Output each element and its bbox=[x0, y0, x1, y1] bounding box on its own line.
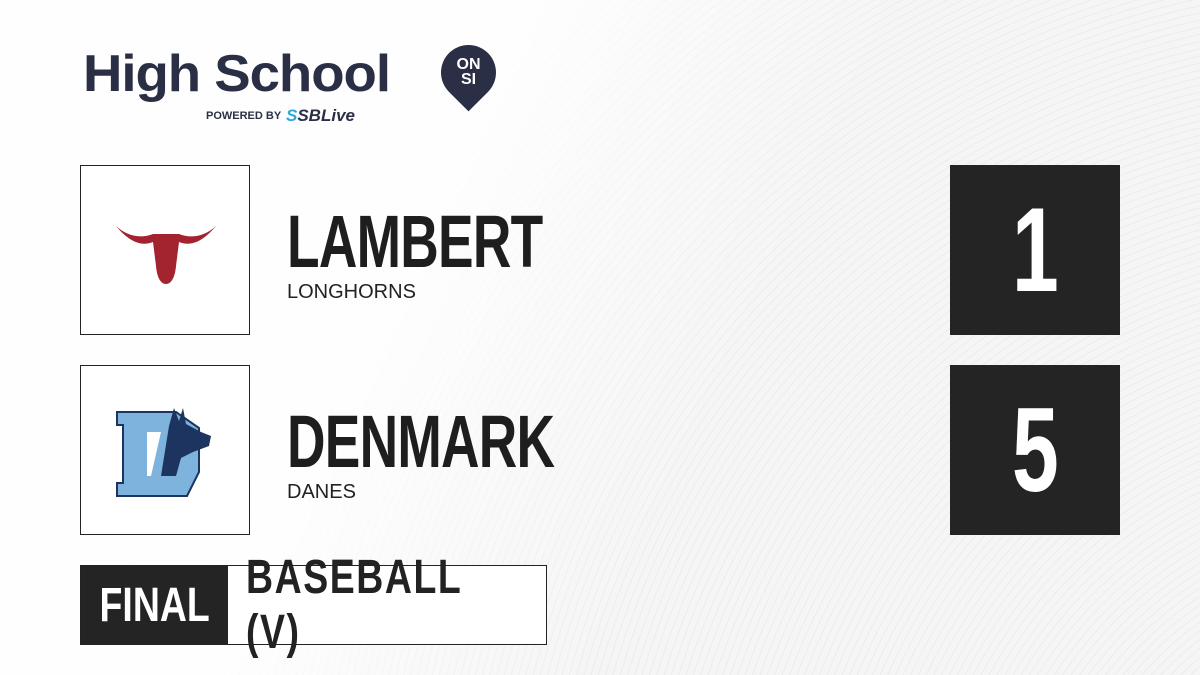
score-home-value: 1 bbox=[1011, 183, 1059, 317]
badge-bottom: SI bbox=[460, 71, 477, 88]
partner-name: SBLive bbox=[297, 106, 355, 125]
score-away-value: 5 bbox=[1011, 383, 1059, 517]
team-mascot-away: DANES bbox=[287, 481, 356, 503]
team-logo-denmark bbox=[80, 365, 250, 535]
on-si-pin-icon: ON SI bbox=[429, 33, 508, 112]
partner-mark: S bbox=[286, 106, 298, 125]
longhorn-icon bbox=[116, 226, 216, 284]
team-name-away: DENMARK bbox=[287, 400, 555, 483]
sport-text: BASEBALL (V) bbox=[246, 551, 462, 659]
team-logo-lambert bbox=[80, 165, 250, 335]
final-badge: FINAL bbox=[81, 566, 228, 644]
sport-label: BASEBALL (V) bbox=[228, 551, 546, 659]
score-away: 5 bbox=[950, 365, 1120, 535]
team-mascot-home: LONGHORNS bbox=[287, 281, 416, 303]
game-status-bar: FINAL BASEBALL (V) bbox=[80, 551, 547, 659]
status-text: FINAL bbox=[99, 578, 210, 632]
score-home: 1 bbox=[950, 165, 1120, 335]
powered-by: POWERED BY bbox=[206, 110, 282, 122]
team-name-home: LAMBERT bbox=[287, 200, 543, 283]
brand-title: High School bbox=[83, 45, 391, 103]
dane-dog-icon bbox=[116, 408, 211, 497]
partner-logo: SSBLive bbox=[286, 106, 355, 126]
brand-logo: High School bbox=[83, 44, 391, 104]
